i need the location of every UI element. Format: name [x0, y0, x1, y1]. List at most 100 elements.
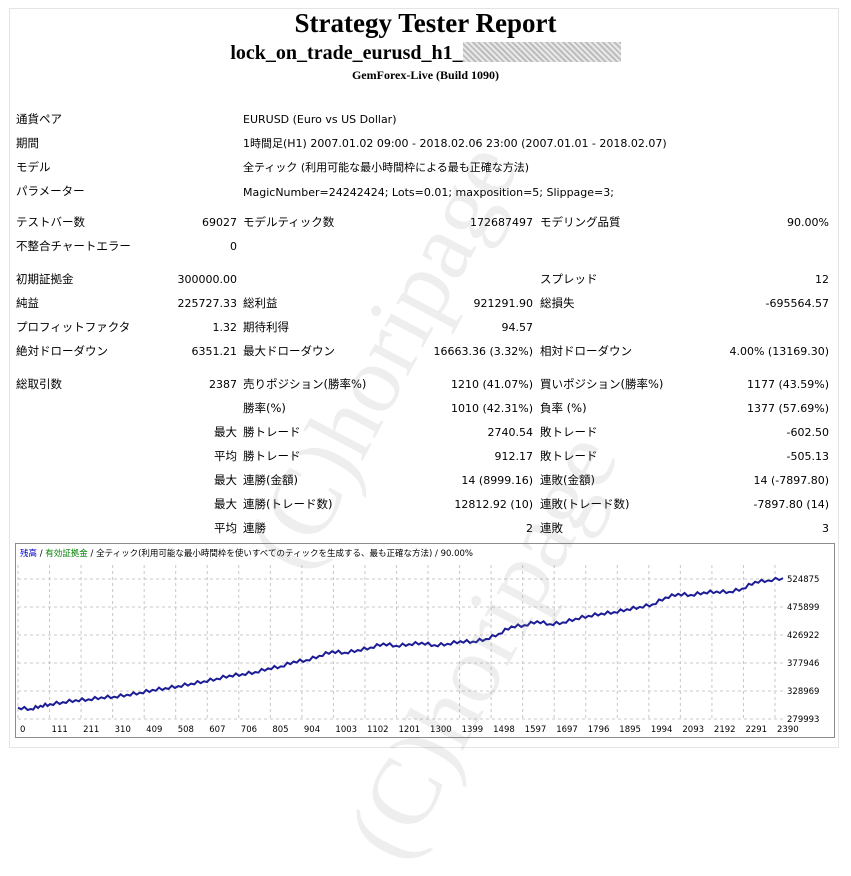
max-cons-prefix: 最大 — [214, 473, 237, 487]
balance-chart: 残高 / 有効証拠金 / 全ティック(利用可能な最小時間枠を使いすべてのティック… — [15, 543, 835, 738]
server-build: GemForex-Live (Build 1090) — [351, 68, 500, 82]
avg-cons-wins-label: 連勝 — [243, 521, 266, 535]
x-tick-label: 1003 — [335, 725, 357, 735]
x-tick-label: 1994 — [651, 725, 673, 735]
legend-equity: 有効証拠金 — [45, 548, 88, 559]
x-tick-label: 409 — [146, 725, 162, 735]
avg-cons-wins-value: 2 — [526, 522, 533, 535]
max-drawdown-label: 最大ドローダウン — [243, 344, 335, 358]
profit-factor-value: 1.32 — [212, 321, 238, 334]
chart-border — [15, 543, 835, 738]
largest-loss-label: 敗トレード — [540, 425, 598, 439]
x-tick-label: 310 — [115, 725, 131, 735]
ticks-value: 172687497 — [470, 216, 533, 229]
max-cons-profit-count-label: 連勝(トレード数) — [243, 497, 333, 511]
deposit-value: 300000.00 — [177, 273, 238, 286]
x-tick-label: 211 — [83, 725, 99, 735]
max-cons-wins-value: 14 (8999.16) — [461, 474, 533, 487]
loss-trades-pct-value: 1377 (57.69%) — [746, 402, 829, 415]
avg-cons-prefix: 平均 — [214, 521, 237, 535]
x-tick-label: 1895 — [619, 725, 641, 735]
largest-prefix: 最大 — [214, 425, 237, 439]
average-loss-label: 敗トレード — [540, 449, 598, 463]
y-tick-label: 328969 — [787, 687, 819, 697]
x-tick-label: 607 — [209, 725, 225, 735]
x-tick-label: 805 — [272, 725, 288, 735]
max-drawdown-value: 16663.36 (3.32%) — [433, 345, 533, 358]
x-tick-label: 2192 — [714, 725, 736, 735]
report-subtitle: lock_on_trade_eurusd_h1_ — [0, 42, 851, 65]
total-trades-label: 総取引数 — [16, 377, 62, 391]
long-positions-label: 買いポジション(勝率%) — [540, 377, 664, 391]
x-tick-label: 706 — [241, 725, 257, 735]
y-tick-label: 377946 — [787, 659, 819, 669]
short-positions-label: 売りポジション(勝率%) — [243, 377, 367, 391]
max-cons-losses-label: 連敗(金額) — [540, 473, 595, 487]
x-tick-label: 1102 — [367, 725, 389, 735]
gross-profit-label: 総利益 — [243, 296, 278, 310]
x-tick-label: 1697 — [556, 725, 578, 735]
legend-separator: / — [88, 549, 96, 559]
period-label: 期間 — [16, 136, 39, 150]
x-tick-label: 2390 — [777, 725, 799, 735]
model-label: モデル — [16, 160, 51, 174]
average-profit-value: 912.17 — [494, 450, 534, 463]
max-cons-wins-label: 連勝(金額) — [243, 473, 298, 487]
profit-trades-pct-value: 1010 (42.31%) — [450, 402, 533, 415]
relative-drawdown-label: 相対ドローダウン — [540, 344, 632, 358]
legend-separator: / — [432, 549, 440, 559]
y-tick-label: 426922 — [787, 631, 819, 641]
x-tick-label: 904 — [304, 725, 320, 735]
max-cons-count-prefix: 最大 — [214, 497, 237, 511]
parameters-value: MagicNumber=24242424; Lots=0.01; maxposi… — [243, 186, 614, 199]
quality-label: モデリング品質 — [540, 215, 621, 229]
x-tick-label: 508 — [178, 725, 194, 735]
report-frame — [9, 8, 839, 748]
spread-label: スプレッド — [540, 272, 598, 286]
largest-profit-value: 2740.54 — [487, 426, 534, 439]
largest-loss-value: -602.50 — [786, 426, 829, 439]
legend-balance: 残高 — [20, 548, 37, 559]
bars-value: 69027 — [202, 216, 237, 229]
x-tick-label: 1597 — [525, 725, 547, 735]
avg-cons-losses-label: 連敗 — [540, 521, 563, 535]
mismatch-value: 0 — [230, 240, 237, 253]
y-tick-label: 524875 — [787, 575, 819, 585]
max-cons-losses-value: 14 (-7897.80) — [753, 474, 829, 487]
absolute-drawdown-label: 絶対ドローダウン — [16, 344, 108, 358]
mismatch-label: 不整合チャートエラー — [16, 239, 131, 253]
report-title: Strategy Tester Report — [294, 8, 557, 38]
x-tick-label: 0 — [20, 725, 25, 735]
x-tick-label: 2291 — [745, 725, 767, 735]
relative-drawdown-value: 4.00% (13169.30) — [729, 345, 829, 358]
max-cons-loss-count-label: 連敗(トレード数) — [540, 497, 630, 511]
net-profit-label: 純益 — [16, 296, 39, 310]
x-tick-label: 2093 — [682, 725, 704, 735]
expected-payoff-value: 94.57 — [501, 321, 534, 334]
gross-profit-value: 921291.90 — [473, 297, 534, 310]
avg-cons-losses-value: 3 — [822, 522, 829, 535]
average-loss-value: -505.13 — [786, 450, 829, 463]
largest-profit-label: 勝トレード — [243, 425, 301, 439]
absolute-drawdown-value: 6351.21 — [191, 345, 238, 358]
chart-legend: 残高 / 有効証拠金 / 全ティック(利用可能な最小時間枠を使いすべてのティック… — [20, 548, 473, 559]
ea-name: lock_on_trade_eurusd_h1_ — [230, 42, 463, 64]
x-tick-label: 1399 — [462, 725, 484, 735]
bars-label: テストバー数 — [16, 215, 85, 229]
max-cons-profit-count-value: 12812.92 (10) — [454, 498, 533, 511]
expected-payoff-label: 期待利得 — [243, 320, 289, 334]
parameters-label: パラメーター — [16, 184, 85, 198]
model-value: 全ティック (利用可能な最小時間枠による最も正確な方法) — [243, 161, 530, 174]
short-positions-value: 1210 (41.07%) — [450, 378, 533, 391]
y-tick-label: 475899 — [787, 603, 819, 613]
gross-loss-label: 総損失 — [540, 296, 575, 310]
net-profit-value: 225727.33 — [177, 297, 238, 310]
balance-line — [17, 576, 784, 712]
loss-trades-pct-label: 負率 (%) — [540, 401, 587, 415]
symbol-value: EURUSD (Euro vs US Dollar) — [243, 113, 397, 126]
x-tick-label: 1498 — [493, 725, 515, 735]
x-tick-label: 1796 — [588, 725, 610, 735]
x-tick-label: 1201 — [399, 725, 421, 735]
deposit-label: 初期証拠金 — [16, 272, 74, 286]
x-tick-label: 111 — [52, 725, 68, 735]
